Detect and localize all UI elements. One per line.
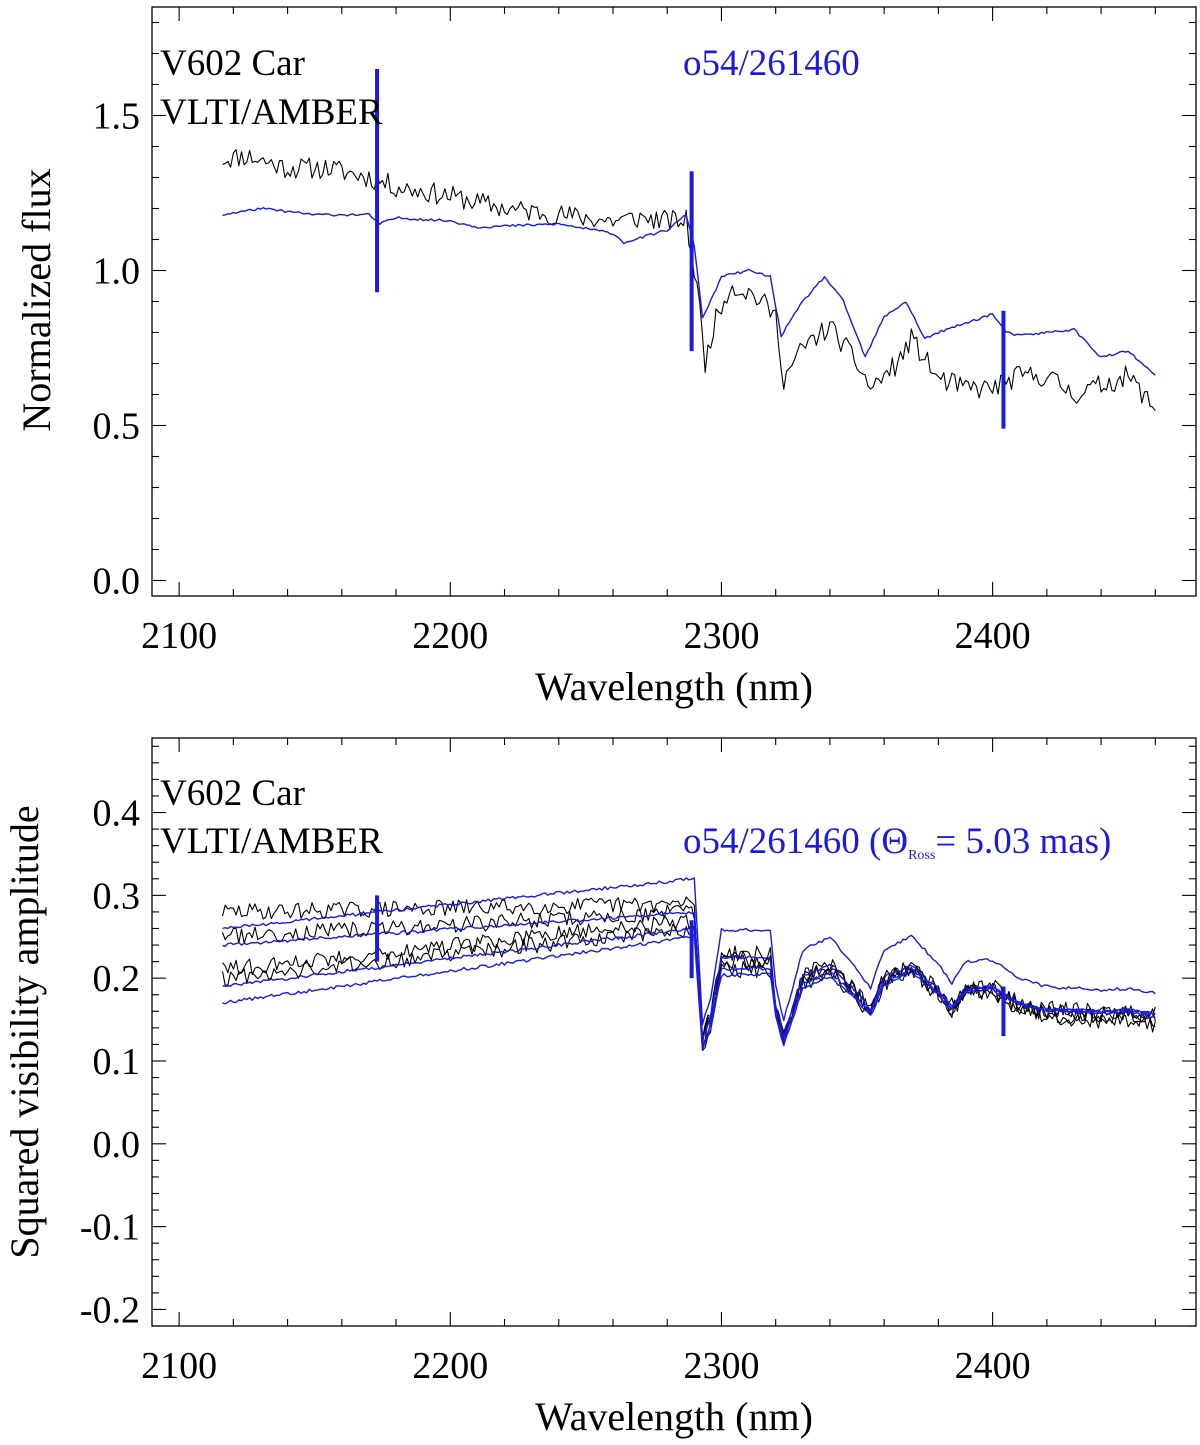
flux-instrument-label: VLTI/AMBER	[160, 92, 383, 133]
flux-panel: 2100 2200 2300 2400 0.0 0.5 1.0 1.5 V602 Car VL…	[14, 6, 1197, 709]
visibility-plot-frame	[151, 737, 1197, 1327]
visibility-y-axis-label: Squared visibility amplitude	[2, 805, 47, 1258]
observed-series-line	[222, 149, 1156, 412]
y-tick-label: 1.5	[93, 96, 141, 138]
flux-markers	[375, 69, 1006, 429]
flux-y-axis-label: Normalized flux	[14, 168, 59, 431]
observed-series-line	[221, 896, 1156, 1039]
y-tick-label: 0.1	[93, 1041, 141, 1083]
x-tick-label: 2100	[141, 1345, 217, 1387]
flux-lines	[222, 149, 1156, 412]
y-tick-label: -0.2	[80, 1289, 140, 1331]
observed-series-line	[221, 924, 1156, 1052]
y-tick-label: 1.0	[93, 251, 141, 293]
x-tick-label: 2300	[683, 1345, 759, 1387]
model-series-line	[222, 206, 1156, 376]
model-series-line	[222, 934, 1156, 1051]
y-tick-label: 0.5	[93, 406, 141, 448]
y-tick-label: -0.1	[80, 1207, 140, 1249]
flux-x-axis-label: Wavelength (nm)	[535, 664, 813, 709]
model-series-line	[222, 911, 1156, 1040]
flux-ticks	[152, 7, 1196, 596]
visibility-ticks	[152, 738, 1196, 1327]
visibility-x-axis-label: Wavelength (nm)	[535, 1394, 813, 1439]
visibility-markers	[375, 895, 1006, 1037]
x-tick-label: 2400	[955, 1345, 1031, 1387]
flux-star-label: V602 Car	[160, 43, 305, 84]
theta-symbol: Θ	[881, 821, 908, 862]
y-tick-label: 0.3	[93, 875, 141, 917]
theta-subscript: Ross	[908, 848, 935, 863]
y-tick-label: 0.0	[93, 561, 141, 603]
x-tick-label: 2200	[412, 615, 488, 657]
x-tick-label: 2300	[683, 615, 759, 657]
x-tick-label: 2100	[141, 615, 217, 657]
y-tick-label: 0.0	[93, 1124, 141, 1166]
visibility-panel: 2100 2200 2300 2400-0.2-0.10.00.10.20.30.4 …	[2, 737, 1197, 1439]
x-tick-label: 2200	[412, 1345, 488, 1387]
y-tick-label: 0.4	[93, 793, 141, 835]
visibility-model-name: o54/261460 (	[683, 821, 881, 862]
visibility-tick-labels: 2100 2200 2300 2400 -0.2 -0.1 0.0 0.1 0.2 0.3 0.4	[80, 793, 1031, 1387]
visibility-instrument-label: VLTI/AMBER	[160, 821, 383, 862]
flux-model-label: o54/261460	[683, 43, 860, 84]
y-tick-label: 0.2	[93, 958, 141, 1000]
flux-tick-labels: 2100 2200 2300 2400 0.0 0.5 1.0 1.5	[93, 96, 1031, 658]
x-tick-label: 2400	[955, 615, 1031, 657]
theta-value: = 5.03 mas)	[935, 821, 1111, 862]
model-series-line	[222, 927, 1156, 1046]
visibility-lines	[221, 877, 1156, 1052]
visibility-model-label: o54/261460 (ΘRoss= 5.03 mas)	[683, 821, 1111, 863]
visibility-star-label: V602 Car	[160, 773, 305, 814]
